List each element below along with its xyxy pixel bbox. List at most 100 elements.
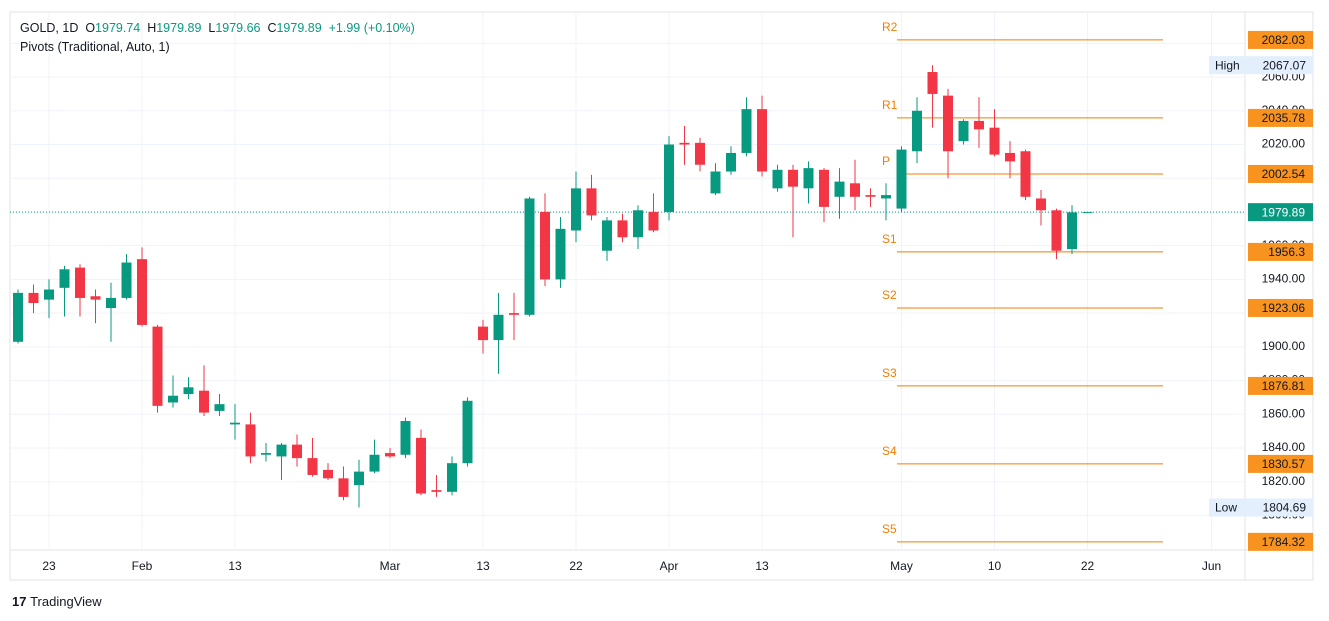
legend-row: GOLD, 1D O1979.74 H1979.89 L1979.66 C197… xyxy=(20,19,415,38)
pivot-label: R1 xyxy=(882,98,898,112)
candle-body xyxy=(602,220,612,251)
candle-body xyxy=(307,458,318,475)
candle-body xyxy=(927,72,938,94)
candle-body xyxy=(152,326,163,406)
pivot-price-label: 1876.81 xyxy=(1262,379,1306,393)
candle-body xyxy=(90,296,101,300)
pivot-label: S1 xyxy=(882,232,897,246)
low-marker-box xyxy=(1209,498,1313,517)
candle-body xyxy=(338,478,349,497)
y-tick-label: 1900.00 xyxy=(1262,339,1306,353)
candle-body xyxy=(850,183,860,197)
candle-body xyxy=(834,181,845,197)
ohlc-key: H xyxy=(147,21,157,35)
pivot-price-label: 1923.06 xyxy=(1262,301,1306,315)
y-tick-label: 2020.00 xyxy=(1262,137,1306,151)
pivot-label: S4 xyxy=(882,444,897,458)
candle-body xyxy=(524,198,535,315)
candle-body xyxy=(881,195,891,199)
y-tick-label: 1940.00 xyxy=(1262,272,1306,286)
candle-body xyxy=(44,289,54,300)
pivot-label: S5 xyxy=(882,522,897,536)
y-tick-label: 1840.00 xyxy=(1262,440,1306,454)
ohlc-value: 1979.89 xyxy=(276,21,322,35)
candle-body xyxy=(416,437,426,494)
candle-body xyxy=(168,395,178,403)
symbol: GOLD, 1D xyxy=(20,21,79,35)
ohlc: O1979.74 H1979.89 L1979.66 C1979.89 xyxy=(85,21,328,35)
pivot-price-box xyxy=(1248,242,1313,261)
candle-body xyxy=(695,142,705,165)
candle-body xyxy=(819,169,829,207)
pivot-price-label: 1784.32 xyxy=(1262,535,1306,549)
candle-body xyxy=(617,220,628,238)
candle-body xyxy=(59,269,70,288)
pivot-label: S3 xyxy=(882,366,897,380)
ohlc-value: 1979.74 xyxy=(95,21,141,35)
candle-body xyxy=(1082,212,1093,214)
candle-body xyxy=(199,390,209,413)
candle-body xyxy=(230,422,240,425)
ohlc-key: C xyxy=(267,21,277,35)
x-tick-label: Feb xyxy=(132,559,153,573)
candle-body xyxy=(369,454,380,472)
high-marker-value: 2067.07 xyxy=(1263,58,1307,72)
candle-body xyxy=(292,444,302,459)
candle-body xyxy=(106,297,116,309)
pivot-price-label: 1956.3 xyxy=(1268,245,1305,259)
high-marker-label: High xyxy=(1215,58,1240,72)
candle-body xyxy=(1067,212,1077,250)
candle-body xyxy=(478,326,488,341)
x-tick-label: 13 xyxy=(755,559,769,573)
candle-body xyxy=(493,314,504,341)
pivot-price-label: 2035.78 xyxy=(1262,111,1306,125)
candle-body xyxy=(741,109,752,153)
candle-body xyxy=(586,188,597,216)
candle-body xyxy=(989,127,1000,155)
pivot-price-box xyxy=(1248,164,1313,183)
pivot-label: R2 xyxy=(882,20,898,34)
candle-body xyxy=(75,267,85,298)
candle-body xyxy=(121,262,132,298)
pivot-price-box xyxy=(1248,532,1313,551)
pivot-price-box xyxy=(1248,376,1313,395)
candle-body xyxy=(276,444,287,457)
last-price-box xyxy=(1248,203,1313,222)
pivot-price-box xyxy=(1248,108,1313,127)
x-tick-label: Apr xyxy=(660,559,679,573)
candle-body xyxy=(757,109,767,172)
brand-logo[interactable]: 17 TradingView xyxy=(12,594,102,609)
candle-body xyxy=(710,171,721,194)
candle-body xyxy=(462,400,473,464)
candle-body xyxy=(509,313,519,315)
high-marker-box xyxy=(1209,56,1313,75)
candle-body xyxy=(943,95,953,152)
pivot-label: S2 xyxy=(882,288,897,302)
candle-body xyxy=(137,259,147,325)
pivot-price-label: 2082.03 xyxy=(1262,33,1306,47)
candle-body xyxy=(648,211,659,231)
x-tick-label: 22 xyxy=(1081,559,1095,573)
y-tick-label: 1860.00 xyxy=(1262,406,1306,420)
x-tick-label: 10 xyxy=(988,559,1002,573)
candle-body xyxy=(958,120,969,142)
candle-body xyxy=(664,144,674,212)
low-marker-label: Low xyxy=(1215,501,1237,515)
x-tick-label: May xyxy=(890,559,913,573)
candle-body xyxy=(865,195,876,197)
candle-body xyxy=(974,120,984,130)
candle-body xyxy=(354,471,364,486)
legend: GOLD, 1D O1979.74 H1979.89 L1979.66 C197… xyxy=(20,19,415,57)
brand: TradingView xyxy=(30,594,102,609)
candle-body xyxy=(1020,151,1031,197)
low-marker-value: 1804.69 xyxy=(1263,501,1307,515)
pivot-price-label: 1830.57 xyxy=(1262,457,1306,471)
pivot-price-box xyxy=(1248,298,1313,317)
candle-body xyxy=(788,169,798,187)
candle-body xyxy=(431,490,442,492)
candle-body xyxy=(803,168,814,189)
pivot-price-box xyxy=(1248,454,1313,473)
candle-body xyxy=(183,387,194,395)
